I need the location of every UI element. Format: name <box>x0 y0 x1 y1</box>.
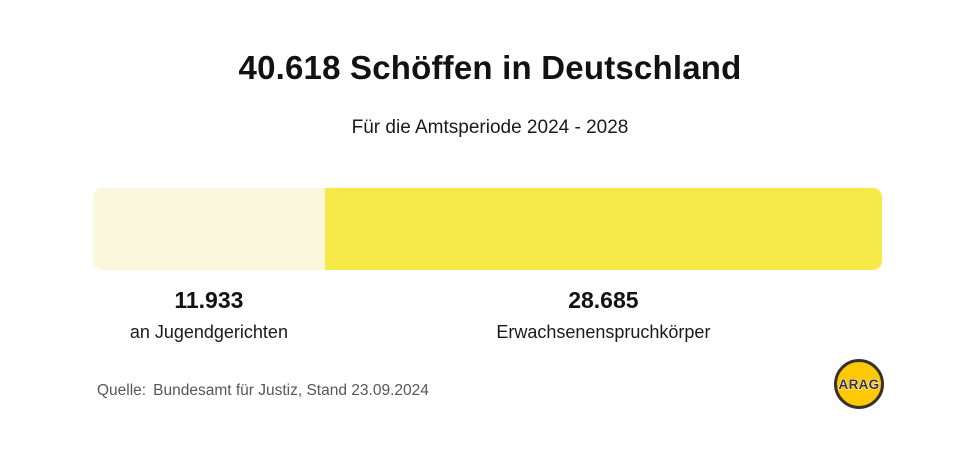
page-title: 40.618 Schöffen in Deutschland <box>238 49 742 86</box>
source-label: Quelle: <box>97 382 147 399</box>
segment-category-jugendgerichte: an Jugendgerichten <box>129 322 288 342</box>
arag-logo-text: ARAG <box>839 377 880 392</box>
page-subtitle: Für die Amtsperiode 2024 - 2028 <box>351 117 629 138</box>
segment-label-group-erwachsenenspruchkoerper: 28.685 Erwachsenenspruchkörper <box>325 287 882 343</box>
source-note: Quelle: Bundesamt für Justiz, Stand 23.09… <box>97 381 429 401</box>
segment-value-jugendgerichte: 11.933 <box>174 287 244 313</box>
arag-logo-circle <box>834 359 884 409</box>
bar-segment-jugendgerichte <box>93 188 325 270</box>
bar-segment-erwachsenenspruchkoerper <box>324 188 882 270</box>
segment-label-group-jugendgerichte: 11.933 an Jugendgerichten <box>93 287 325 343</box>
stacked-bar <box>93 188 882 270</box>
source-text: Bundesamt für Justiz, Stand 23.09.2024 <box>153 382 429 399</box>
bar-label-row: 11.933 an Jugendgerichten 28.685 Erwachs… <box>93 287 882 343</box>
segment-category-erwachsenenspruchkoerper: Erwachsenenspruchkörper <box>496 322 711 342</box>
segment-value-erwachsenenspruchkoerper: 28.685 <box>568 287 639 313</box>
arag-logo: ARAG <box>834 359 884 409</box>
